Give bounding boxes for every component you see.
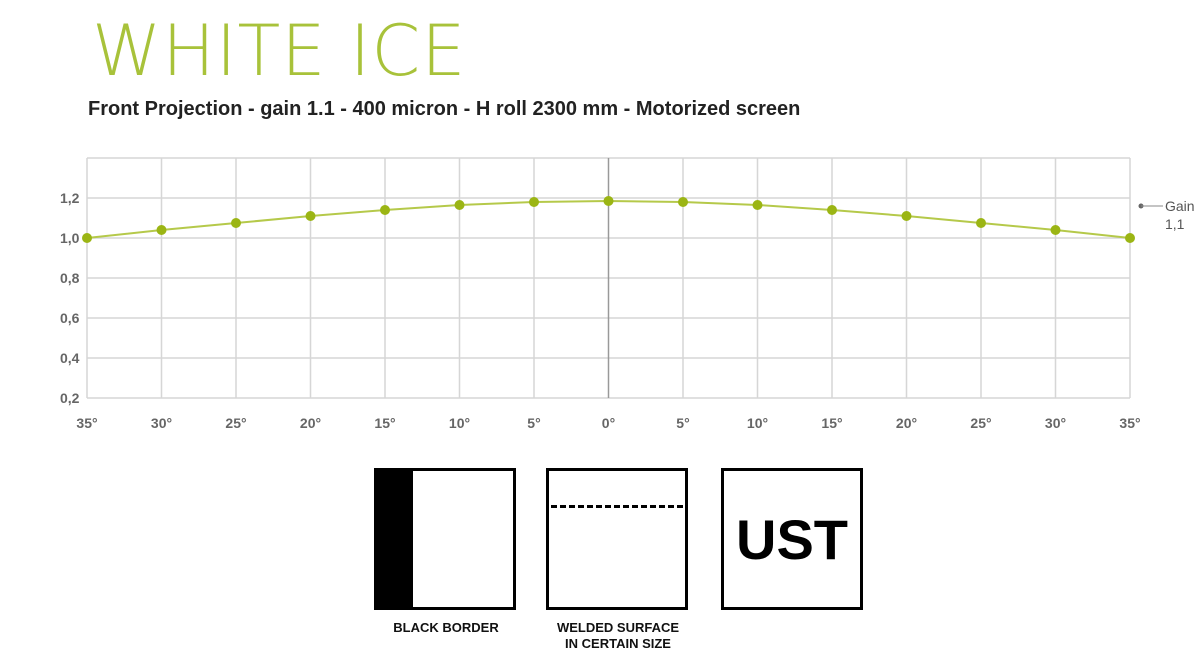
data-point xyxy=(231,218,241,228)
data-point xyxy=(827,205,837,215)
y-tick-label: 0,6 xyxy=(60,310,80,326)
x-tick-label: 5° xyxy=(676,415,689,431)
welded-surface-label: WELDED SURFACE IN CERTAIN SIZE xyxy=(536,620,700,652)
data-point xyxy=(82,233,92,243)
x-tick-label: 35° xyxy=(1119,415,1140,431)
black-border-icon xyxy=(374,468,516,610)
data-point xyxy=(752,200,763,210)
x-tick-label: 10° xyxy=(747,415,768,431)
data-point xyxy=(380,205,390,215)
y-tick-label: 0,2 xyxy=(60,390,80,406)
data-point xyxy=(678,197,688,207)
x-tick-label: 0° xyxy=(602,415,615,431)
data-point xyxy=(1050,225,1061,235)
x-tick-label: 30° xyxy=(1045,415,1066,431)
data-point xyxy=(529,197,539,207)
x-tick-label: 10° xyxy=(449,415,470,431)
feature-icons: BLACK BORDER WELDED SURFACE IN CERTAIN S… xyxy=(0,468,1200,652)
data-point xyxy=(305,211,316,221)
ust-text: UST xyxy=(736,507,848,571)
data-point xyxy=(976,218,986,228)
x-tick-label: 30° xyxy=(151,415,172,431)
x-tick-label: 15° xyxy=(374,415,395,431)
legend-label: Gain xyxy=(1165,198,1195,214)
welded-surface-icon xyxy=(546,468,688,610)
ust-icon: UST xyxy=(721,468,863,610)
welded-label-line1: WELDED SURFACE xyxy=(556,620,680,635)
page-title: WHITE ICE xyxy=(92,10,467,92)
data-point xyxy=(603,196,614,206)
legend-label-value: 1,1 xyxy=(1165,216,1185,232)
y-tick-label: 0,4 xyxy=(60,350,80,366)
x-tick-label: 20° xyxy=(896,415,917,431)
x-tick-label: 15° xyxy=(821,415,842,431)
black-border-label: BLACK BORDER xyxy=(393,620,499,635)
data-point xyxy=(901,211,912,221)
y-tick-label: 1,0 xyxy=(60,230,80,246)
x-tick-label: 25° xyxy=(970,415,991,431)
x-tick-label: 25° xyxy=(225,415,246,431)
data-point xyxy=(1125,233,1135,243)
welded-label-line2: IN CERTAIN SIZE xyxy=(565,636,671,651)
y-tick-label: 0,8 xyxy=(60,270,80,286)
y-tick-label: 1,2 xyxy=(60,190,80,206)
x-tick-label: 5° xyxy=(527,415,540,431)
x-tick-label: 20° xyxy=(300,415,321,431)
gain-chart: 0,2 0,4 0,6 0,8 1,0 1,2 35° 30° 25° 20° 15° 10° 5° 0°… xyxy=(60,157,1195,431)
x-tick-label: 35° xyxy=(76,415,97,431)
data-point xyxy=(454,200,465,210)
chart-subtitle: Front Projection - gain 1.1 - 400 micron… xyxy=(88,98,801,120)
data-point xyxy=(156,225,167,235)
